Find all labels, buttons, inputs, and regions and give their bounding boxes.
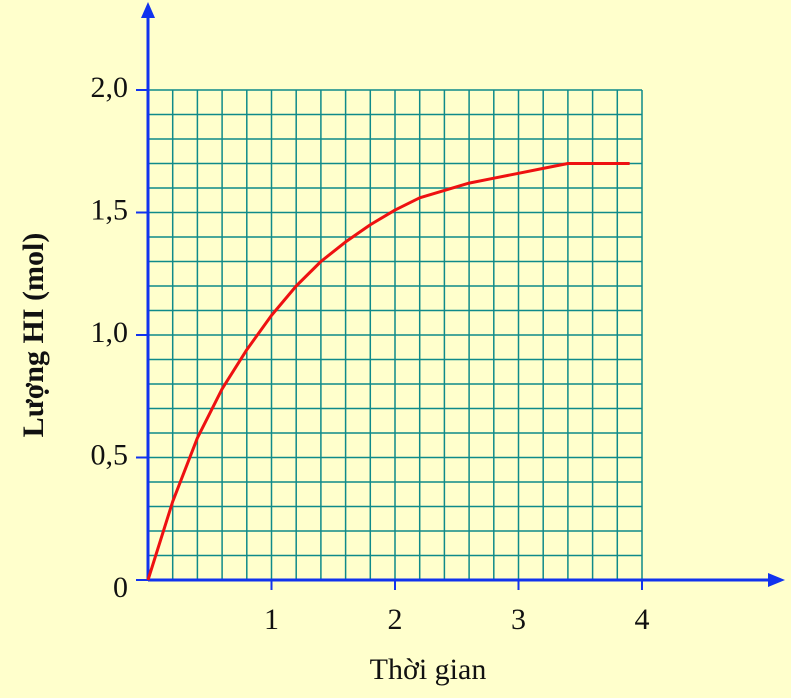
x-tick-label: 1	[264, 603, 279, 636]
y-tick-label: 2,0	[91, 71, 129, 104]
y-axis-arrow	[141, 2, 155, 18]
x-tick-label: 4	[635, 603, 650, 636]
y-tick-label: 0,5	[91, 438, 129, 471]
y-tick-label: 1,0	[91, 316, 129, 349]
x-axis-label: Thời gian	[370, 653, 487, 686]
x-tick-label: 2	[388, 603, 403, 636]
data-line	[146, 162, 630, 581]
x-axis-arrow	[768, 573, 785, 587]
y-tick-label: 1,5	[91, 193, 129, 226]
x-tick-label: 3	[511, 603, 526, 636]
y-axis-label: Lượng HI (mol)	[17, 233, 50, 438]
y-tick-label: 0	[113, 571, 128, 604]
